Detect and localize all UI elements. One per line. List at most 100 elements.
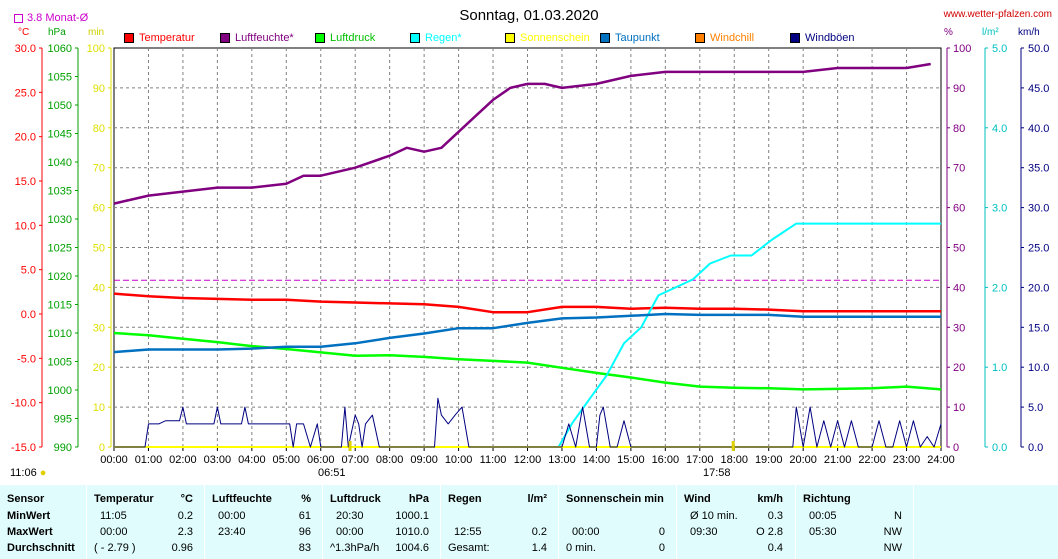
x-tick-label: 19:00 xyxy=(755,454,783,466)
sun-axis-label: 30 xyxy=(93,322,105,334)
humidity-axis-label: 50 xyxy=(953,243,965,255)
table-column-header: Wind xyxy=(684,493,711,505)
temp-axis-label: 5.0 xyxy=(21,265,36,277)
table-min-time: 20:30 xyxy=(336,510,364,522)
pressure-axis-label: 1045 xyxy=(48,129,72,141)
weather-chart: 00:00 01:00 02:00 03:00 04:00 05:00 06:00 07:00… xyxy=(11,43,1050,466)
x-tick-label: 02:00 xyxy=(169,454,197,466)
table-column-unit: l/m² xyxy=(527,493,547,505)
table-min-value: 0.3 xyxy=(767,510,783,522)
table-max-time: 00:00 xyxy=(336,526,364,538)
table-column-separator xyxy=(913,485,914,559)
wind-axis-label: 5.0 xyxy=(1028,402,1043,414)
temp-axis-label: -15.0 xyxy=(11,442,36,454)
wind-axis-label: 30.0 xyxy=(1028,203,1049,215)
humidity-axis-label: 80 xyxy=(953,123,965,135)
x-tick-label: 07:00 xyxy=(341,454,369,466)
wind-unit: km/h xyxy=(1018,27,1040,38)
x-tick-label: 14:00 xyxy=(583,454,611,466)
table-column-header: Sonnenschein min xyxy=(566,493,664,505)
sun-axis-label: 90 xyxy=(93,83,105,95)
sun-axis-label: 20 xyxy=(93,362,105,374)
table-column-header: Luftdruck xyxy=(330,493,381,505)
x-tick-label: 21:00 xyxy=(824,454,852,466)
humidity-axis-label: 0 xyxy=(953,442,959,454)
table-avg-value: 0.96 xyxy=(171,542,193,554)
rain-axis-label: 2.0 xyxy=(992,282,1007,294)
table-column-header: Temperatur xyxy=(94,493,154,505)
sunrise-label: 06:51 xyxy=(318,467,346,479)
table-column-unit: °C xyxy=(180,493,193,505)
pressure-axis-label: 1040 xyxy=(48,157,72,169)
legend-label: Regen* xyxy=(425,32,462,44)
day-length-value: 11:06 xyxy=(10,467,37,479)
table-column-unit: km/h xyxy=(757,493,783,505)
table-avg-value: 0.4 xyxy=(767,542,783,554)
table-min-value: 61 xyxy=(298,510,311,522)
table-avg-note: ^1.3hPa/h xyxy=(330,542,380,554)
x-tick-label: 12:00 xyxy=(514,454,542,466)
temp-axis-label: 0.0 xyxy=(21,309,36,321)
x-tick-label: 08:00 xyxy=(376,454,404,466)
wind-axis-label: 10.0 xyxy=(1028,362,1049,374)
temp-axis-label: -5.0 xyxy=(17,353,36,365)
x-tick-label: 24:00 xyxy=(927,454,955,466)
wind-axis-label: 15.0 xyxy=(1028,322,1049,334)
table-column-unit: hPa xyxy=(408,493,429,505)
table-avg-note: Gesamt: xyxy=(448,542,490,554)
monthly-average-text: 3.8 Monat-Ø xyxy=(27,12,89,24)
table-max-value: O 2.8 xyxy=(756,526,783,538)
website-link[interactable]: www.wetter-pfalzen.com xyxy=(943,9,1052,20)
pressure-axis-label: 1015 xyxy=(48,300,72,312)
chart-title: Sonntag, 01.03.2020 xyxy=(459,7,599,24)
sun-axis-label: 80 xyxy=(93,123,105,135)
sun-axis-label: 40 xyxy=(93,282,105,294)
legend-label: Temperatur xyxy=(139,32,195,44)
table-column-header: Luftfeuchte xyxy=(212,493,272,505)
temp-axis-label: 10.0 xyxy=(15,220,36,232)
table-column-separator xyxy=(440,485,441,559)
x-tick-label: 20:00 xyxy=(789,454,817,466)
table-min-time: Ø 10 min. xyxy=(690,510,738,522)
series-line-1 xyxy=(113,62,931,205)
table-column-separator xyxy=(86,485,87,559)
pressure-axis-label: 1050 xyxy=(48,100,72,112)
table-max-value: 1010.0 xyxy=(395,526,429,538)
x-tick-label: 23:00 xyxy=(893,454,921,466)
table-max-time: 09:30 xyxy=(690,526,718,538)
legend-swatch xyxy=(505,33,515,43)
legend-item: Windchill xyxy=(695,32,754,44)
sun-axis-label: 0 xyxy=(99,442,105,454)
table-column-separator xyxy=(322,485,323,559)
wind-axis-label: 40.0 xyxy=(1028,123,1049,135)
day-length-label: 11:06 ● xyxy=(10,467,46,479)
legend-label: Windböen xyxy=(805,32,855,44)
legend-item: Taupunkt xyxy=(600,32,660,44)
table-min-time: 11:05 xyxy=(100,510,127,522)
pressure-axis-label: 1025 xyxy=(48,243,72,255)
rain-unit: l/m² xyxy=(982,27,999,38)
humidity-axis-label: 60 xyxy=(953,203,965,215)
humidity-unit: % xyxy=(944,27,953,38)
table-min-value: N xyxy=(894,510,902,522)
legend-swatch xyxy=(410,33,420,43)
legend-item: Regen* xyxy=(410,32,462,44)
table-column-separator xyxy=(795,485,796,559)
table-avg-value: NW xyxy=(883,542,902,554)
temp-axis-label: 20.0 xyxy=(15,132,36,144)
x-tick-label: 10:00 xyxy=(445,454,473,466)
pressure-axis-label: 1055 xyxy=(48,72,72,84)
x-tick-label: 09:00 xyxy=(410,454,438,466)
table-row-label: MaxWert xyxy=(7,526,53,538)
legend-swatch xyxy=(695,33,705,43)
x-tick-label: 06:00 xyxy=(307,454,335,466)
table-column-header: Regen xyxy=(448,493,482,505)
series-line-5 xyxy=(113,312,941,354)
table-avg-value: 1.4 xyxy=(531,542,547,554)
pressure-axis-label: 1000 xyxy=(48,385,72,397)
table-min-value: 1000.1 xyxy=(395,510,429,522)
sun-axis-label: 10 xyxy=(93,402,105,414)
legend-item: Windböen xyxy=(790,32,855,44)
wind-axis-label: 35.0 xyxy=(1028,163,1049,175)
x-tick-label: 16:00 xyxy=(652,454,680,466)
